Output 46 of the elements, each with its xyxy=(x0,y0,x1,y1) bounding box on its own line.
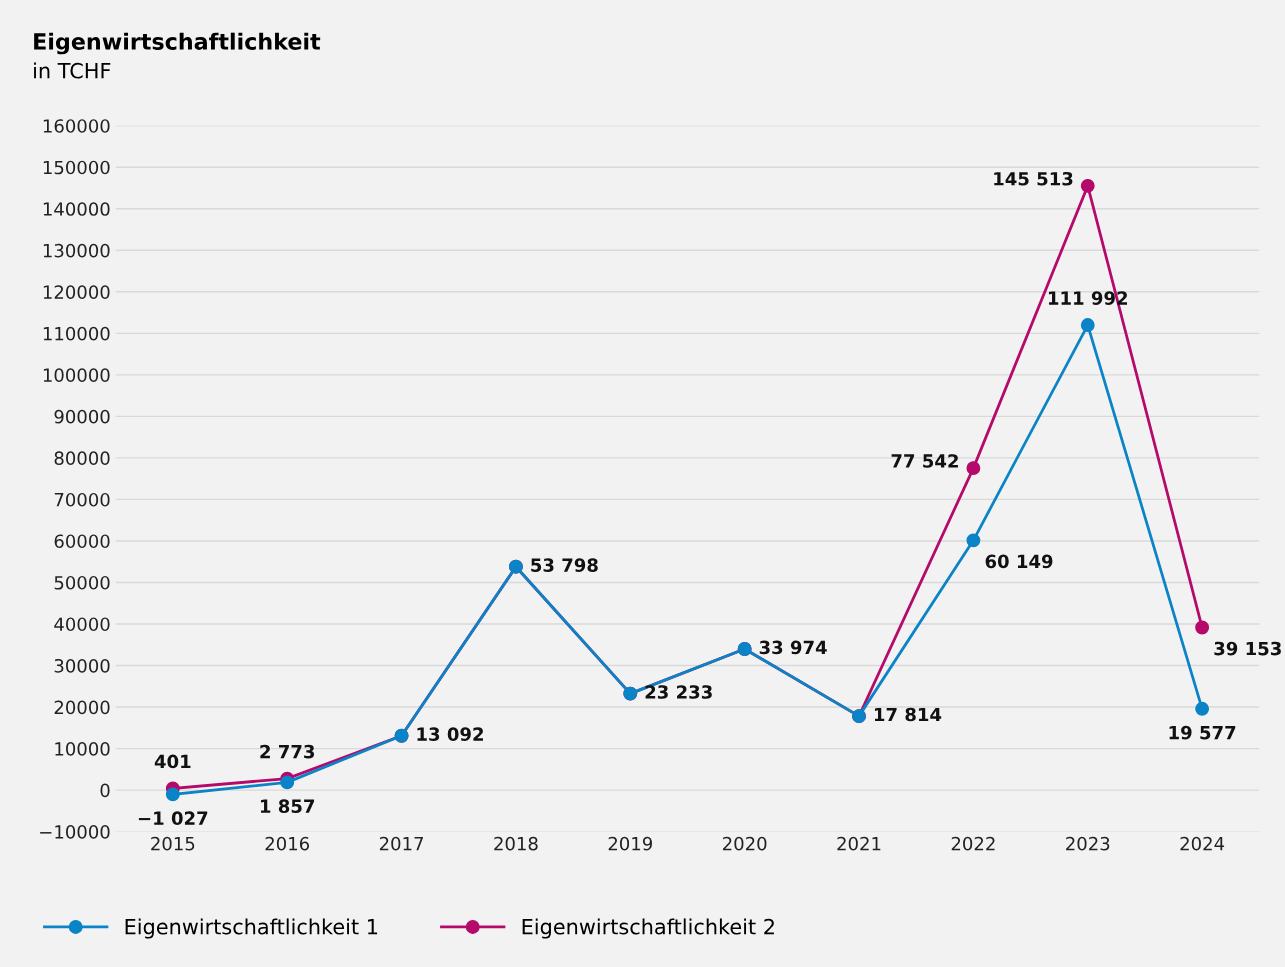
y-tick-label: 20000 xyxy=(54,700,110,715)
y-tick-label: 100000 xyxy=(43,368,110,382)
legend-label: Eigenwirtschaftlichkeit 2 xyxy=(522,918,774,939)
x-tick-label: 2024 xyxy=(1180,836,1225,851)
x-tick-label: 2015 xyxy=(151,836,195,851)
y-tick-label: −10000 xyxy=(40,825,110,839)
y-tick-label: 60000 xyxy=(54,534,110,549)
data-label: 145 513 xyxy=(994,171,1073,186)
y-tick-label: 0 xyxy=(100,783,110,798)
y-tick-label: 140000 xyxy=(43,202,110,216)
data-label: 33 974 xyxy=(759,640,827,655)
y-tick-label: 120000 xyxy=(43,285,110,299)
x-tick-label: 2021 xyxy=(837,836,881,851)
data-label: 53 798 xyxy=(531,558,598,572)
y-tick-label: 150000 xyxy=(43,160,110,175)
y-tick-label: 50000 xyxy=(54,575,110,590)
x-tick-label: 2023 xyxy=(1066,836,1110,851)
x-tick-label: 2017 xyxy=(379,836,423,851)
y-tick-label: 30000 xyxy=(54,658,110,673)
data-label: 19 577 xyxy=(1169,725,1236,740)
x-tick-label: 2016 xyxy=(265,836,310,851)
data-label: −1 027 xyxy=(138,811,208,825)
y-tick-label: 70000 xyxy=(54,492,110,507)
x-tick-label: 2022 xyxy=(951,836,995,851)
data-label: 77 542 xyxy=(891,454,958,468)
x-tick-label: 2018 xyxy=(494,836,538,851)
y-tick-label: 130000 xyxy=(43,243,110,258)
data-label: 23 233 xyxy=(645,685,712,699)
x-tick-label: 2020 xyxy=(723,836,767,851)
chart-subtitle: in TCHF xyxy=(34,62,111,79)
y-tick-label: 40000 xyxy=(54,617,110,632)
legend-label: Eigenwirtschaftlichkeit 1 xyxy=(125,918,378,939)
x-tick-label: 2019 xyxy=(608,836,652,851)
data-label: 401 xyxy=(154,754,191,769)
data-label: 13 092 xyxy=(417,727,483,741)
data-label: 60 149 xyxy=(985,554,1053,569)
data-label: 2 773 xyxy=(260,744,315,759)
data-label: 17 814 xyxy=(874,707,942,722)
data-label: 39 153 xyxy=(1214,641,1281,656)
y-tick-label: 10000 xyxy=(55,742,110,756)
y-tick-label: 80000 xyxy=(54,451,110,466)
y-tick-label: 90000 xyxy=(54,409,110,424)
y-tick-label: 160000 xyxy=(43,119,110,133)
data-label: 1 857 xyxy=(260,799,315,814)
y-tick-label: 110000 xyxy=(43,326,110,341)
chart-title: Eigenwirtschaftlichkeit xyxy=(34,32,321,55)
